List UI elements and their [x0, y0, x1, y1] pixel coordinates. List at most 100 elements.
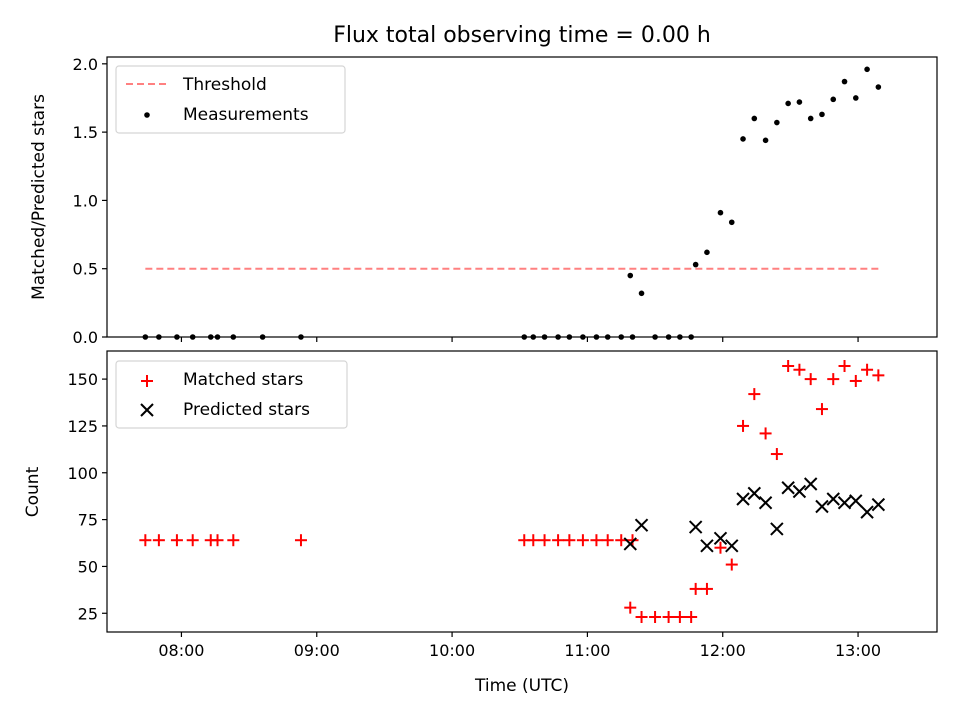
matched-star-point [861, 363, 874, 376]
predicted-star-point [736, 492, 750, 506]
matched-star-point [626, 534, 639, 547]
measurement-point [830, 96, 837, 103]
top-x-axis-ticks [180, 337, 859, 342]
matched-star-point [838, 359, 851, 372]
legend-measurements-label: Measurements [183, 105, 309, 125]
matched-star-point [186, 534, 199, 547]
y-tick-label: 2.0 [73, 55, 98, 74]
bottom-y-axis-ticks: 25 50 75 100 125 150 [67, 370, 107, 623]
matched-star-point [714, 541, 727, 554]
measurement-point [728, 219, 735, 226]
top-legend: Threshold Measurements [115, 65, 346, 134]
matched-star-point [152, 534, 165, 547]
measurement-point [819, 111, 825, 118]
legend-matched-label: Matched stars [183, 370, 303, 390]
legend-predicted-label: Predicted stars [183, 400, 310, 420]
measurement-point [875, 84, 882, 90]
measurement-point [864, 66, 870, 73]
matched-star-point [227, 534, 240, 547]
predicted-star-stroke-b [803, 477, 818, 491]
top-legend-box [115, 65, 346, 134]
matched-star-point [782, 359, 795, 372]
predicted-star-point [725, 539, 739, 553]
legend-matched-swatch [141, 375, 153, 387]
matched-star-point [804, 373, 817, 386]
predicted-star-point [770, 522, 784, 536]
predicted-star-point [634, 518, 649, 532]
predicted-star-point [849, 494, 863, 508]
matched-star-point [211, 534, 224, 547]
legend-predicted-swatch [140, 403, 154, 417]
matched-star-point [685, 611, 698, 624]
measurement-point [627, 272, 634, 279]
y-tick-label: 150 [67, 370, 98, 389]
top-panel-frame [106, 56, 938, 338]
bottom-panel-frame [106, 350, 938, 633]
matched-star-point [689, 582, 702, 595]
y-tick-label: 50 [78, 557, 98, 576]
x-tick-label: 12:00 [700, 641, 746, 660]
matched-star-point [576, 534, 589, 547]
x-axis-label: Time (UTC) [474, 676, 569, 696]
bottom-legend-box [115, 360, 348, 429]
matched-star-point [538, 534, 551, 547]
bottom-y-axis-label: Count [23, 466, 43, 517]
y-tick-label: 1.0 [73, 191, 98, 210]
bottom-panel: 25 50 75 100 125 150 08:00 09:00 10:00 11:00 12:0… [23, 350, 938, 696]
measurement-point [796, 99, 803, 105]
predicted-star-stroke-b [871, 497, 886, 512]
measurement-point [717, 209, 724, 216]
matched-star-point [815, 403, 828, 416]
matched-star-point [649, 611, 662, 624]
predicted-star-point [700, 539, 714, 553]
predicted-star-point [826, 492, 840, 506]
matched-star-point [770, 448, 783, 461]
measurement-point [853, 95, 859, 101]
matched-star-point [552, 534, 565, 547]
predicted-star-point [781, 481, 795, 495]
predicted-star-stroke-b [837, 496, 852, 510]
matched-star-point [563, 534, 576, 547]
y-tick-label: 125 [67, 417, 98, 436]
matched-star-point [737, 419, 750, 432]
predicted-star-stroke-b [849, 494, 863, 508]
top-panel: 0.00.51.01.52.0 Matched/Predicted stars … [29, 55, 938, 347]
bottom-legend: Matched stars Predicted stars [115, 360, 348, 429]
matched-star-point [601, 534, 614, 547]
measurement-point [638, 290, 645, 297]
matched-star-point [759, 427, 772, 440]
x-tick-label: 09:00 [294, 641, 340, 660]
predicted-star-stroke-b [758, 496, 773, 510]
predicted-star-stroke-b [770, 522, 784, 536]
predicted-star-point [792, 484, 807, 499]
predicted-star-stroke-b [747, 486, 762, 501]
x-tick-label: 10:00 [429, 641, 475, 660]
predicted-star-stroke-b [815, 499, 829, 514]
y-tick-label: 25 [78, 604, 98, 623]
measurement-point [774, 119, 780, 126]
measurement-point [740, 136, 746, 142]
measurement-point [751, 115, 758, 122]
matched-star-point [849, 374, 862, 387]
predicted-star-point [747, 486, 762, 501]
bottom-x-axis-ticks: 08:00 09:00 10:00 11:00 12:00 13:00 [158, 632, 881, 660]
y-tick-label: 0.5 [73, 260, 98, 279]
y-tick-label: 75 [78, 511, 98, 530]
top-y-axis-ticks: 0.0 0.5 1.0 1.5 2.0 [73, 55, 107, 347]
predicted-star-stroke-b [725, 539, 739, 553]
matched-star-point [827, 373, 840, 386]
matched-star-point [673, 611, 686, 624]
predicted-star-point [837, 496, 852, 510]
matched-star-point [590, 534, 603, 547]
matched-star-point [725, 558, 738, 571]
y-tick-label: 100 [67, 464, 98, 483]
predicted-star-stroke-b [634, 518, 649, 532]
matched-star-point [170, 534, 183, 547]
matched-star-point [139, 534, 152, 547]
predicted-star-point [860, 505, 874, 519]
top-y-axis-label: Matched/Predicted stars [29, 94, 49, 300]
matched-star-point [294, 534, 307, 547]
measurement-point [762, 137, 769, 144]
x-tick-label: 08:00 [158, 641, 204, 660]
